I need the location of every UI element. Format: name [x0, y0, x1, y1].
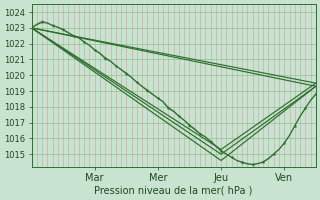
X-axis label: Pression niveau de la mer( hPa ): Pression niveau de la mer( hPa ): [94, 186, 253, 196]
